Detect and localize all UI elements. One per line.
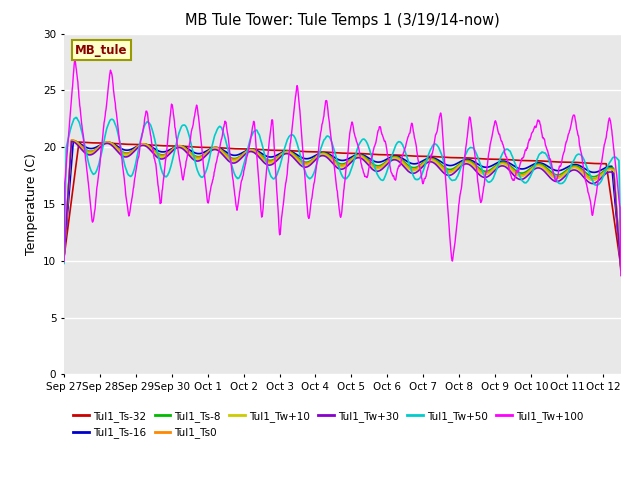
Tul1_Ts-8 [171,144,179,150]
Tul1_Ts0 [161,152,168,158]
Tul1_Tw+10 [272,157,280,163]
Tul1_Ts-32 [171,143,179,149]
Tul1_Tw+50 [482,176,490,182]
Text: MB_tule: MB_tule [75,44,127,57]
Line: Tul1_Ts-8: Tul1_Ts-8 [64,140,621,267]
Tul1_Tw+50 [60,261,68,266]
Tul1_Ts-8 [161,152,168,157]
Tul1_Ts-32 [617,264,625,269]
Tul1_Tw+10 [171,145,179,151]
Tul1_Tw+100 [543,147,551,153]
Line: Tul1_Ts-32: Tul1_Ts-32 [64,142,621,266]
Tul1_Ts0 [617,265,625,271]
Tul1_Tw+30 [617,267,625,273]
Line: Tul1_Tw+100: Tul1_Tw+100 [64,61,621,276]
Tul1_Tw+30 [482,175,490,180]
Tul1_Tw+10 [482,172,490,178]
Line: Tul1_Tw+30: Tul1_Tw+30 [64,141,621,270]
Tul1_Ts-16 [70,138,77,144]
Tul1_Tw+10 [617,266,625,272]
Tul1_Ts-32 [75,139,83,145]
Tul1_Tw+30 [68,138,76,144]
Tul1_Ts-8 [221,150,229,156]
Tul1_Ts-16 [272,153,280,159]
Y-axis label: Temperature (C): Temperature (C) [24,153,38,255]
Line: Tul1_Ts0: Tul1_Ts0 [64,140,621,268]
Tul1_Ts0 [60,254,68,260]
Tul1_Tw+100 [272,166,280,171]
Line: Tul1_Ts-16: Tul1_Ts-16 [64,141,621,266]
Tul1_Ts-8 [272,156,280,161]
Tul1_Ts-8 [60,255,68,261]
Tul1_Ts-8 [68,137,76,143]
Tul1_Ts-16 [221,148,229,154]
Tul1_Tw+10 [161,154,168,159]
Tul1_Tw+50 [272,174,280,180]
Tul1_Ts-8 [617,264,625,270]
Tul1_Tw+10 [221,153,229,158]
Tul1_Ts-16 [482,164,490,170]
Tul1_Tw+50 [617,248,625,253]
Tul1_Ts-8 [482,168,490,174]
Legend: Tul1_Ts-32, Tul1_Ts-16, Tul1_Ts-8, Tul1_Ts0, Tul1_Tw+10, Tul1_Tw+30, Tul1_Tw+50,: Tul1_Ts-32, Tul1_Ts-16, Tul1_Ts-8, Tul1_… [69,407,588,442]
Tul1_Tw+10 [543,169,551,175]
Tul1_Ts-32 [543,158,551,164]
Tul1_Tw+30 [221,155,229,160]
Tul1_Ts-32 [482,156,490,162]
Tul1_Tw+100 [221,118,229,124]
Tul1_Ts-32 [272,147,280,153]
Tul1_Tw+100 [171,124,179,130]
Tul1_Ts-32 [221,145,229,151]
Tul1_Tw+50 [161,173,168,179]
Tul1_Ts-16 [617,264,625,269]
Tul1_Ts-32 [161,143,168,149]
Tul1_Ts0 [543,168,551,173]
Tul1_Tw+50 [221,135,229,141]
Tul1_Tw+100 [72,58,79,64]
Tul1_Tw+10 [68,138,76,144]
Tul1_Tw+30 [161,156,168,161]
Tul1_Tw+50 [171,147,179,153]
Tul1_Ts-16 [171,144,179,150]
Tul1_Ts-16 [161,149,168,155]
Tul1_Ts-16 [60,254,68,260]
Tul1_Tw+50 [543,154,551,159]
Tul1_Ts-32 [60,255,68,261]
Tul1_Tw+100 [60,259,68,264]
Tul1_Ts0 [272,156,280,162]
Title: MB Tule Tower: Tule Temps 1 (3/19/14-now): MB Tule Tower: Tule Temps 1 (3/19/14-now… [185,13,500,28]
Tul1_Tw+30 [171,146,179,152]
Tul1_Tw+100 [617,273,625,278]
Line: Tul1_Tw+50: Tul1_Tw+50 [64,118,621,264]
Tul1_Tw+30 [60,255,68,261]
Tul1_Ts0 [482,170,490,176]
Tul1_Ts0 [68,137,76,143]
Tul1_Tw+30 [272,159,280,165]
Line: Tul1_Tw+10: Tul1_Tw+10 [64,141,621,269]
Tul1_Tw+10 [60,254,68,260]
Tul1_Tw+30 [543,172,551,178]
Tul1_Ts0 [221,151,229,157]
Tul1_Ts-8 [543,166,551,171]
Tul1_Tw+100 [161,168,168,174]
Tul1_Ts-16 [543,163,551,169]
Tul1_Tw+100 [482,171,490,177]
Tul1_Tw+50 [72,115,80,120]
Tul1_Ts0 [171,144,179,150]
